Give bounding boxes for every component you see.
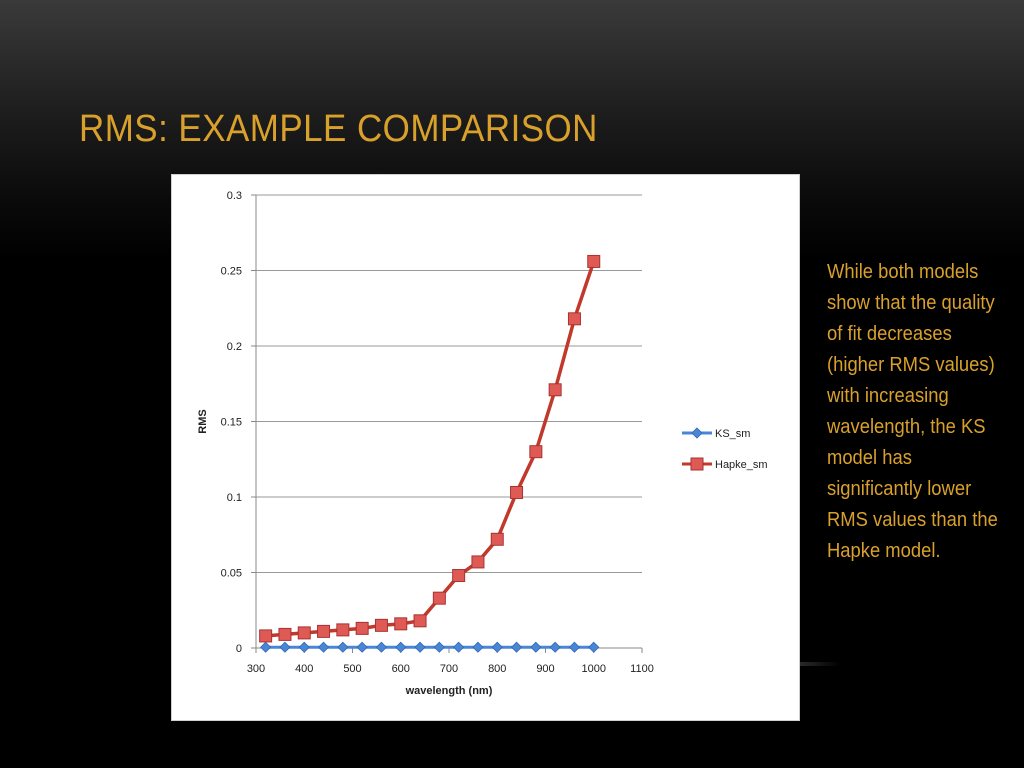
ks-point bbox=[530, 641, 542, 653]
x-tick-label: 700 bbox=[440, 663, 458, 675]
gridlines bbox=[256, 194, 642, 573]
x-tick-label: 400 bbox=[295, 663, 313, 675]
y-axis-title: RMS bbox=[197, 409, 209, 433]
series-lines bbox=[259, 254, 601, 653]
ks-point bbox=[568, 641, 581, 653]
hapke-point bbox=[297, 626, 311, 640]
hapke-point bbox=[278, 627, 292, 641]
ks-point bbox=[414, 641, 426, 653]
ks-point bbox=[298, 641, 310, 653]
ks-point bbox=[549, 641, 561, 653]
series-ks-sm bbox=[260, 641, 600, 653]
hapke-point bbox=[490, 532, 504, 546]
y-tick-label: 0.25 bbox=[221, 266, 242, 278]
hapke-point bbox=[317, 624, 331, 638]
y-tick-label: 0.1 bbox=[227, 492, 242, 504]
hapke-point bbox=[432, 591, 446, 605]
legend-label: Hapke_sm bbox=[715, 459, 768, 471]
x-tick-label: 600 bbox=[392, 663, 410, 675]
ks-point bbox=[260, 641, 272, 653]
ks-point bbox=[317, 641, 330, 653]
y-tick-label: 0.2 bbox=[227, 341, 242, 353]
series-line bbox=[265, 260, 596, 638]
hapke-point bbox=[452, 569, 466, 583]
ks-point bbox=[472, 641, 484, 653]
hapke-point bbox=[471, 555, 485, 569]
hapke-point bbox=[355, 621, 369, 635]
explanation-text: While both models show that the quality … bbox=[827, 261, 998, 562]
slide-title: RMS: EXAMPLE COMPARISON bbox=[79, 108, 598, 150]
ks-point bbox=[453, 641, 465, 653]
y-tick-label: 0.15 bbox=[221, 417, 242, 429]
hapke-point bbox=[394, 617, 408, 631]
hapke-point bbox=[587, 254, 601, 268]
ks-point bbox=[588, 641, 600, 653]
ks-point bbox=[510, 641, 523, 653]
legend-swatch-marker bbox=[691, 427, 703, 439]
ks-point bbox=[491, 641, 503, 653]
hapke-point bbox=[529, 445, 543, 459]
x-tick-label: 1000 bbox=[582, 663, 606, 675]
y-tick-label: 0.05 bbox=[221, 568, 242, 580]
hapke-point bbox=[567, 312, 581, 326]
ks-point bbox=[395, 641, 407, 653]
y-tick-label: 0 bbox=[236, 643, 242, 655]
y-tick-label: 0.3 bbox=[227, 190, 242, 202]
x-axis-title: wavelength (nm) bbox=[405, 685, 493, 697]
chart-panel: 0 0.05 0.1 0.15 0.2 0.25 0.3 300 400 500 600 700 800… bbox=[171, 174, 800, 721]
ks-point bbox=[279, 641, 291, 653]
hapke-point bbox=[259, 629, 273, 643]
axes bbox=[251, 194, 643, 653]
legend-item: Hapke_sm bbox=[682, 457, 768, 471]
x-tick-label: 900 bbox=[536, 663, 554, 675]
hapke-point bbox=[336, 623, 350, 637]
x-tick-label: 800 bbox=[488, 663, 506, 675]
legend-item: KS_sm bbox=[682, 427, 750, 440]
series-hapke-sm bbox=[259, 254, 601, 643]
hapke-point bbox=[413, 614, 427, 628]
hapke-point bbox=[374, 618, 388, 632]
ks-point bbox=[433, 641, 445, 653]
tick-labels: 0 0.05 0.1 0.15 0.2 0.25 0.3 300 400 500 600 700 800… bbox=[221, 190, 654, 675]
x-tick-label: 500 bbox=[343, 663, 361, 675]
ks-point bbox=[337, 641, 349, 653]
hapke-point bbox=[548, 383, 562, 397]
legend-swatch-marker bbox=[690, 457, 704, 471]
decorative-shadow bbox=[800, 662, 840, 666]
x-tick-label: 300 bbox=[247, 663, 265, 675]
ks-point bbox=[356, 641, 368, 653]
ks-point bbox=[375, 641, 388, 653]
x-tick-label: 1100 bbox=[630, 663, 654, 675]
rms-line-chart: 0 0.05 0.1 0.15 0.2 0.25 0.3 300 400 500 600 700 800… bbox=[197, 190, 768, 697]
legend: KS_sm Hapke_sm bbox=[682, 427, 768, 471]
hapke-point bbox=[510, 485, 524, 499]
legend-label: KS_sm bbox=[715, 428, 750, 440]
